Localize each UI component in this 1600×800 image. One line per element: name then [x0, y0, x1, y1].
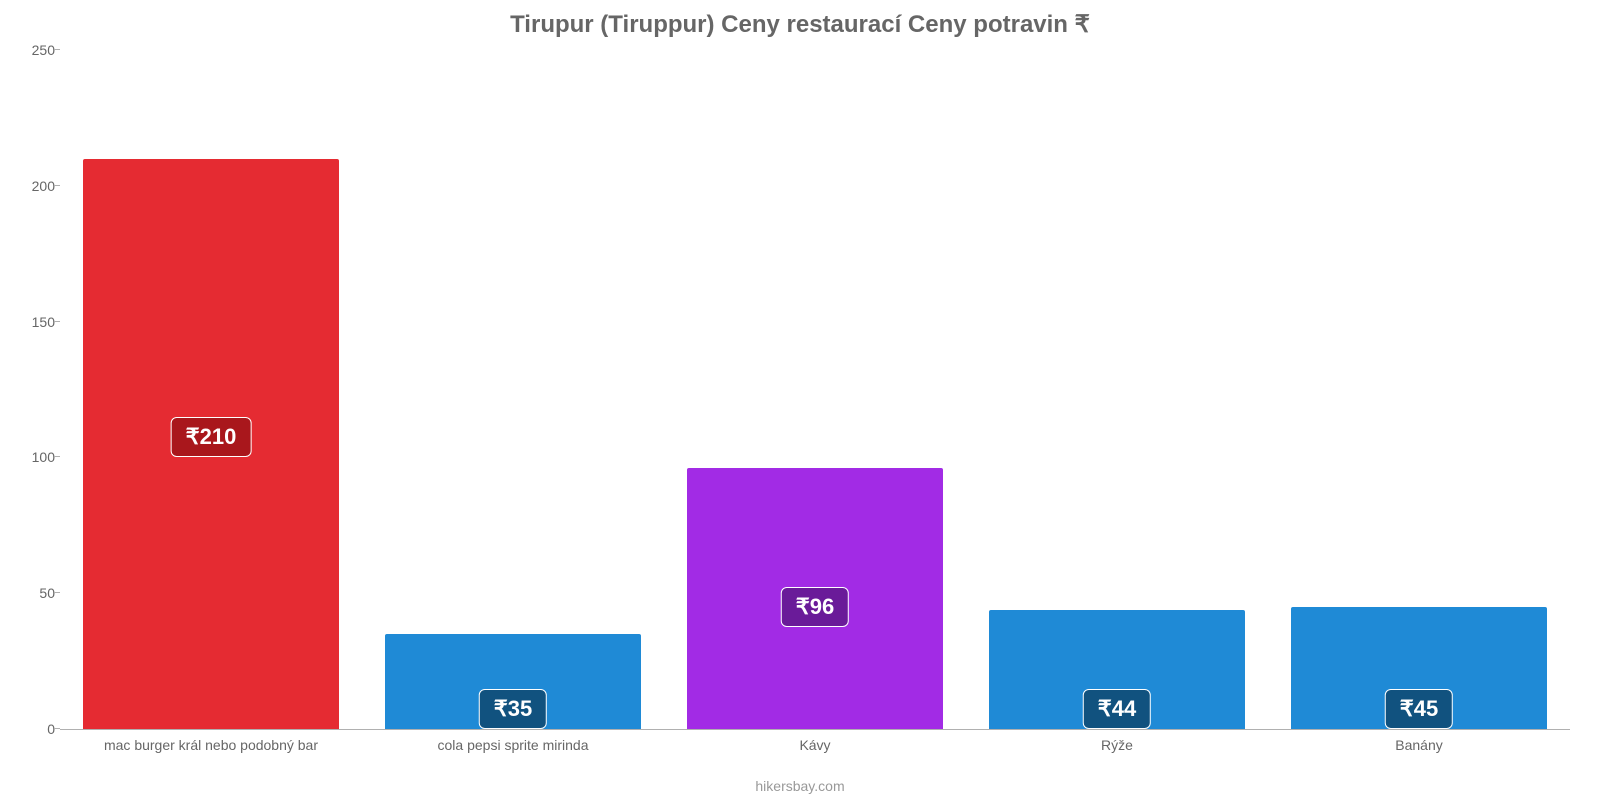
- y-tick-label: 200: [10, 178, 55, 194]
- bar: ₹96: [687, 468, 944, 729]
- bar: ₹210: [83, 159, 340, 729]
- bar: ₹44: [989, 610, 1246, 730]
- bar-value-badge: ₹210: [171, 417, 252, 457]
- x-axis-label: Kávy: [799, 737, 830, 753]
- x-axis-label: Banány: [1395, 737, 1442, 753]
- y-tick-label: 150: [10, 314, 55, 330]
- x-axis-label: Rýže: [1101, 737, 1133, 753]
- y-tick-label: 250: [10, 42, 55, 58]
- bar: ₹45: [1291, 607, 1548, 729]
- x-axis-label: cola pepsi sprite mirinda: [438, 737, 589, 753]
- chart-credit: hikersbay.com: [0, 778, 1600, 794]
- y-tick-label: 100: [10, 449, 55, 465]
- bar-value-badge: ₹45: [1385, 689, 1453, 729]
- bar-value-badge: ₹35: [479, 689, 547, 729]
- y-tick-label: 0: [10, 721, 55, 737]
- x-axis-label: mac burger král nebo podobný bar: [104, 737, 318, 753]
- plot-area: 0 50 100 150 200 250 ₹210 mac burger krá…: [60, 50, 1570, 730]
- y-tick-label: 50: [10, 585, 55, 601]
- bars-container: ₹210 mac burger král nebo podobný bar ₹3…: [60, 50, 1570, 729]
- bar-chart: Tirupur (Tiruppur) Ceny restaurací Ceny …: [0, 0, 1600, 800]
- bar: ₹35: [385, 634, 642, 729]
- chart-title: Tirupur (Tiruppur) Ceny restaurací Ceny …: [0, 10, 1600, 39]
- bar-value-badge: ₹96: [781, 587, 849, 627]
- bar-value-badge: ₹44: [1083, 689, 1151, 729]
